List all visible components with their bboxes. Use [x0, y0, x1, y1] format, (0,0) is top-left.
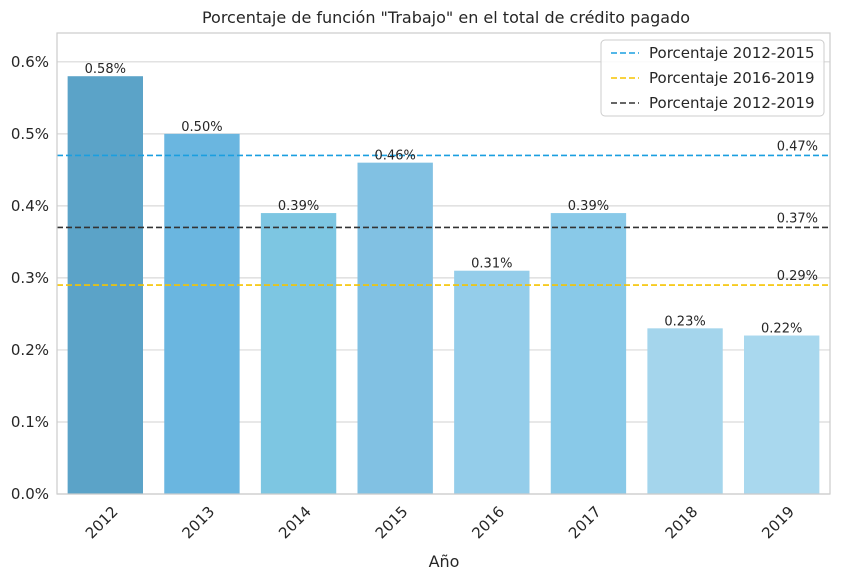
bar — [550, 213, 627, 494]
y-axis: 0.0% 0.1% 0.2% 0.3% 0.4% 0.5% 0.6% — [11, 53, 49, 503]
y-tick-label: 0.5% — [11, 125, 49, 143]
bars — [67, 76, 820, 494]
data-labels: 0.58% 0.50% 0.39% 0.46% 0.31% 0.39% 0.23% 0.22% — [85, 62, 803, 336]
x-axis-label: Año — [429, 552, 460, 571]
data-label: 0.23% — [664, 314, 705, 329]
data-label: 0.50% — [181, 120, 222, 135]
x-tick-label: 2014 — [275, 503, 315, 543]
legend-box — [600, 39, 825, 117]
x-tick-label: 2013 — [179, 503, 219, 543]
y-tick-label: 0.3% — [11, 269, 49, 287]
x-tick-label: 2017 — [565, 503, 605, 543]
data-label: 0.39% — [278, 199, 319, 214]
reference-line-label: 0.37% — [777, 211, 818, 226]
data-label: 0.46% — [375, 149, 416, 164]
y-tick-label: 0.6% — [11, 53, 49, 71]
y-tick-label: 0.0% — [11, 485, 49, 503]
reference-lines: 0.47% 0.29% 0.37% — [57, 139, 830, 286]
x-tick-label: 2016 — [468, 503, 508, 543]
legend: Porcentaje 2012-2015 Porcentaje 2016-2019… — [600, 39, 825, 117]
x-tick-label: 2015 — [372, 503, 412, 543]
y-tick-label: 0.4% — [11, 197, 49, 215]
y-tick-label: 0.1% — [11, 413, 49, 431]
data-label: 0.39% — [568, 199, 609, 214]
plot-frame — [56, 32, 831, 495]
legend-entry: Porcentaje 2016-2019 — [649, 69, 815, 87]
bar — [647, 328, 723, 494]
bar — [164, 133, 240, 494]
data-label: 0.22% — [761, 322, 802, 337]
x-tick-label: 2019 — [758, 503, 798, 543]
data-label: 0.31% — [471, 257, 512, 272]
reference-line-label: 0.47% — [777, 139, 818, 154]
y-tick-label: 0.2% — [11, 341, 49, 359]
legend-entry: Porcentaje 2012-2019 — [649, 94, 815, 112]
x-tick-label: 2018 — [662, 503, 702, 543]
bar — [260, 213, 337, 494]
x-axis: 2012 2013 2014 2015 2016 2017 2018 2019 — [82, 503, 798, 543]
legend-entry: Porcentaje 2012-2015 — [649, 44, 815, 62]
bar — [744, 335, 820, 494]
reference-line-label: 0.29% — [777, 269, 818, 284]
data-label: 0.58% — [85, 62, 126, 77]
x-tick-label: 2012 — [82, 503, 122, 543]
bar — [454, 270, 530, 494]
bar — [357, 162, 433, 494]
chart-title: Porcentaje de función "Trabajo" en el to… — [202, 8, 690, 27]
